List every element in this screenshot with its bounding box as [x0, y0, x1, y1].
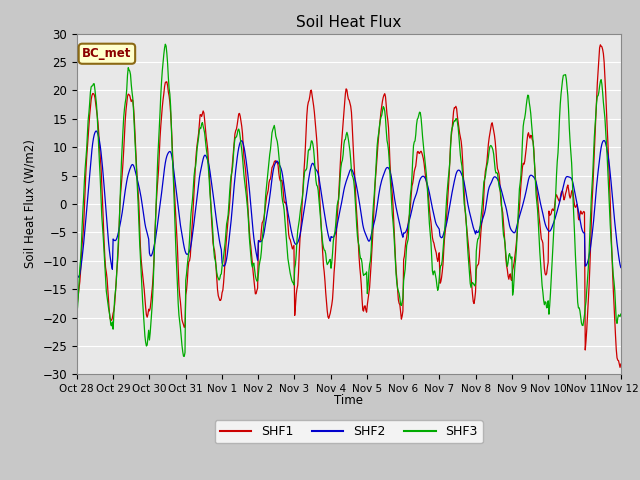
- SHF3: [617, 311, 625, 317]
- Text: BC_met: BC_met: [82, 47, 132, 60]
- X-axis label: Time: Time: [334, 394, 364, 407]
- SHF2: [224, 245, 232, 251]
- SHF2: [74, 274, 82, 280]
- SHF3: [224, 212, 232, 218]
- SHF3: [196, 127, 204, 133]
- SHF3: [139, 299, 147, 304]
- SHF3: [417, 109, 424, 115]
- Line: SHF2: SHF2: [77, 131, 621, 277]
- SHF2: [84, 198, 92, 204]
- SHF2: [417, 176, 424, 182]
- SHF1: [415, 150, 422, 156]
- Legend: SHF1, SHF2, SHF3: SHF1, SHF2, SHF3: [214, 420, 483, 443]
- SHF1: [431, 244, 438, 250]
- SHF2: [140, 216, 148, 221]
- Line: SHF3: SHF3: [77, 44, 621, 357]
- SHF1: [617, 361, 625, 367]
- SHF2: [617, 264, 625, 270]
- SHF2: [73, 270, 81, 276]
- SHF3: [73, 312, 81, 318]
- SHF1: [73, 306, 81, 312]
- SHF3: [180, 354, 188, 360]
- SHF2: [433, 221, 440, 227]
- SHF1: [616, 364, 624, 370]
- Y-axis label: Soil Heat Flux (W/m2): Soil Heat Flux (W/m2): [24, 140, 36, 268]
- SHF2: [93, 128, 100, 134]
- SHF3: [83, 146, 90, 152]
- SHF1: [83, 156, 90, 161]
- SHF1: [194, 136, 202, 142]
- SHF2: [196, 175, 204, 181]
- Title: Soil Heat Flux: Soil Heat Flux: [296, 15, 401, 30]
- SHF1: [139, 272, 147, 277]
- SHF3: [161, 41, 169, 47]
- Line: SHF1: SHF1: [77, 45, 621, 367]
- SHF3: [433, 276, 440, 282]
- SHF1: [596, 42, 604, 48]
- SHF1: [223, 234, 230, 240]
